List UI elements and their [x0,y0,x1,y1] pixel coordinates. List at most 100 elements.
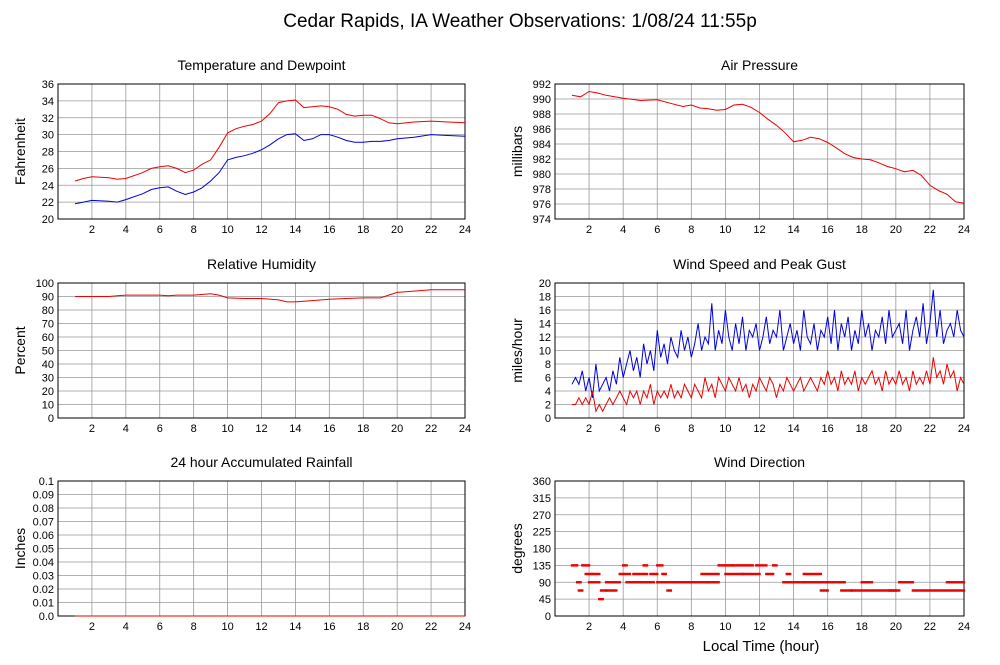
direction-point [954,581,957,584]
direction-point [741,564,744,567]
y-tick-label: 50 [42,346,54,358]
x-tick-label: 4 [123,621,129,633]
x-tick-label: 12 [255,224,267,236]
direction-point [913,589,916,592]
direction-point [575,581,579,584]
direction-point [809,572,812,576]
x-tick-label: 8 [688,423,694,435]
y-axis-label: miles/hour [509,318,525,383]
plot-frame [57,282,466,419]
direction-point [731,572,734,576]
direction-point [802,572,806,576]
x-tick-label: 8 [191,423,197,435]
y-tick-label: 2 [545,400,551,412]
direction-point [671,581,674,584]
y-tick-label: 16 [539,305,551,317]
direction-point [715,572,719,576]
direction-point [823,581,826,584]
direction-point [724,564,727,567]
x-tick-label: 2 [586,423,592,435]
direction-point [828,581,831,584]
direction-point [812,581,816,584]
direction-point [664,572,667,576]
direction-point [857,589,860,592]
y-tick-label: 0.02 [33,584,54,596]
direction-point [669,581,673,584]
direction-point [657,564,661,567]
direction-point [938,589,942,592]
direction-point [729,564,732,567]
direction-point [848,589,852,592]
direction-point [717,564,720,567]
y-tick-label: 0.07 [33,517,54,529]
direction-point [722,564,725,567]
y-tick-label: 40 [42,359,54,371]
direction-point [620,572,623,576]
direction-point [898,581,901,584]
direction-point [632,581,635,584]
direction-point [836,581,840,584]
y-tick-label: 60 [42,332,54,344]
direction-point [811,581,814,584]
direction-point [575,564,579,567]
direction-point [821,589,824,592]
direction-point [734,564,737,567]
direction-point [906,581,909,584]
direction-point [727,564,731,567]
direction-point [799,581,802,584]
direction-point [841,589,845,592]
x-tick-label: 2 [89,224,95,236]
direction-point [935,589,938,592]
direction-point [669,589,673,592]
direction-point [821,581,824,584]
direction-point [923,589,927,592]
direction-point [746,564,749,567]
direction-point [661,581,664,584]
plot-frame [554,282,965,419]
direction-point [826,589,829,592]
direction-point [581,589,584,592]
x-tick-label: 22 [425,423,437,435]
x-tick-label: 18 [357,423,369,435]
direction-point [753,572,756,576]
direction-point [642,564,645,567]
x-tick-label: 22 [924,224,936,236]
x-tick-label: 12 [255,423,267,435]
plot-frame [57,83,466,220]
direction-point [720,564,724,567]
y-tick-label: 990 [533,94,551,106]
direction-point [771,564,775,567]
y-tick-label: 984 [533,139,551,151]
direction-point [601,597,604,601]
x-tick-label: 18 [856,224,868,236]
direction-point [732,572,736,576]
direction-point [921,589,925,592]
direction-point [925,589,928,592]
x-tick-label: 6 [157,224,163,236]
direction-point [947,581,950,584]
direction-point [797,581,800,584]
direction-point [787,572,790,576]
x-tick-label: 10 [719,621,731,633]
y-tick-label: 20 [42,214,54,226]
direction-point [579,581,582,584]
y-tick-label: 45 [539,594,551,606]
direction-point [765,572,768,576]
x-tick-label: 24 [459,423,471,435]
direction-point [608,589,611,592]
direction-point [662,581,666,584]
direction-point [954,589,957,592]
direction-point [606,589,610,592]
direction-point [909,581,913,584]
y-tick-label: 26 [42,163,54,175]
x-tick-label: 16 [822,423,834,435]
y-tick-label: 90 [42,292,54,304]
direction-point [898,589,901,592]
direction-point [751,564,754,567]
x-tick-label: 14 [787,224,799,236]
direction-point [713,572,717,576]
direction-point [685,581,688,584]
direction-point [852,589,855,592]
direction-point [649,572,652,576]
direction-point [688,581,691,584]
